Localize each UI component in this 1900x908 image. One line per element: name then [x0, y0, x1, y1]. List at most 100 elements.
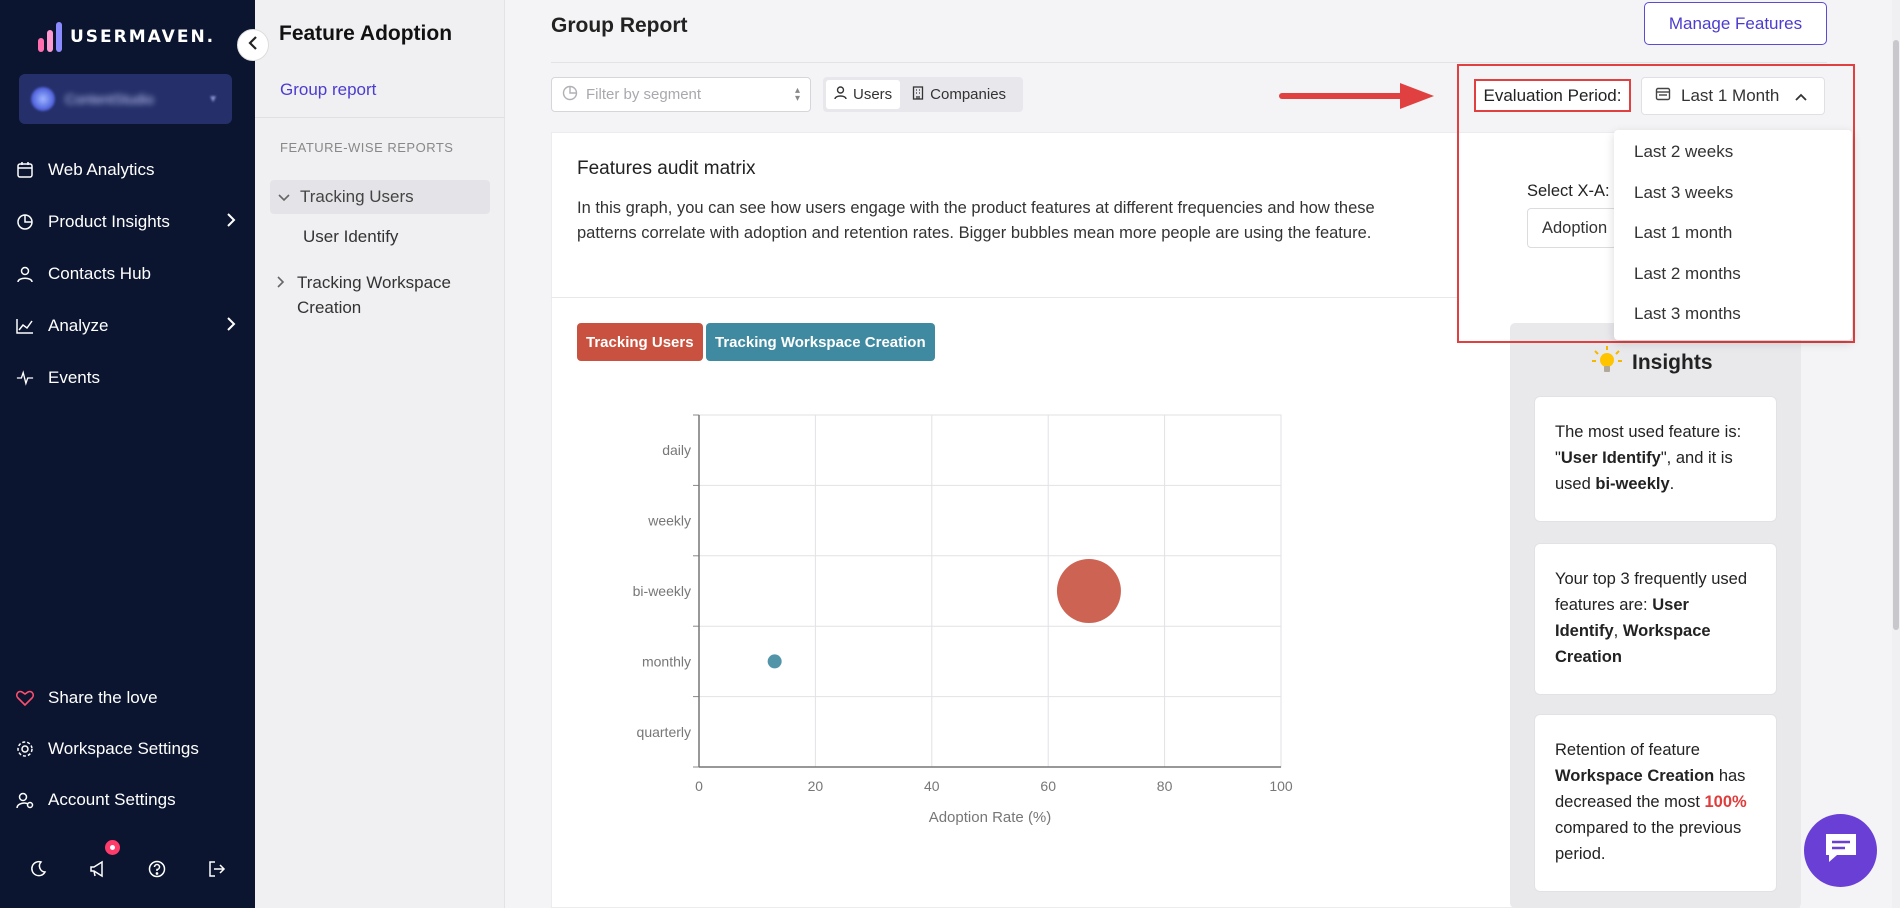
nav-product-insights[interactable]: Product Insights	[16, 212, 236, 232]
evaluation-period-label: Evaluation Period:	[1474, 79, 1631, 112]
segment-filter[interactable]: Filter by segment ▴ ▾	[551, 77, 811, 112]
pulse-icon	[16, 369, 34, 387]
x-tick-label: 20	[808, 778, 824, 794]
nav-contacts-hub[interactable]: Contacts Hub	[16, 264, 236, 284]
chevron-right-icon	[226, 316, 236, 336]
logout-icon[interactable]	[208, 860, 226, 883]
notification-badge	[105, 840, 120, 855]
period-option[interactable]: Last 1 month	[1634, 223, 1733, 243]
insights-title: Insights	[1632, 351, 1713, 374]
workspace-avatar	[31, 87, 55, 111]
nav-label: Product Insights	[48, 212, 170, 231]
x-tick-label: 0	[695, 778, 703, 794]
insight-text: ", and it is used	[1555, 449, 1733, 493]
x-axis-select-label: Select X-A:	[1527, 182, 1610, 200]
y-tick-label: daily	[662, 442, 691, 458]
calendar-icon	[1655, 86, 1671, 107]
card-description: In this graph, you can see how users eng…	[577, 199, 1375, 242]
chat-icon	[1823, 831, 1859, 870]
insight-text: ,	[1613, 622, 1623, 640]
card-title: Features audit matrix	[577, 158, 756, 179]
bubble-point	[1056, 559, 1121, 623]
legend-tag-tracking-workspace[interactable]: Tracking Workspace Creation	[706, 323, 935, 361]
manage-features-button[interactable]: Manage Features	[1644, 2, 1827, 45]
chevron-down-icon	[278, 187, 290, 207]
megaphone-icon[interactable]	[89, 860, 107, 883]
x-tick-label: 100	[1269, 778, 1293, 794]
lightbulb-icon	[1592, 346, 1622, 380]
evaluation-period-select[interactable]: Last 1 Month	[1641, 77, 1825, 115]
insight-highlight: User Identify	[1560, 449, 1661, 467]
users-companies-toggle: Users Companies	[823, 77, 1023, 112]
chat-launcher-button[interactable]	[1804, 814, 1877, 887]
nav-analyze[interactable]: Analyze	[16, 316, 236, 336]
nav-label: Events	[48, 368, 100, 387]
sidebar-item-tracking-workspace[interactable]: Tracking Workspace Creation	[277, 270, 451, 320]
period-option[interactable]: Last 2 weeks	[1634, 142, 1734, 162]
usermaven-logo[interactable]: USERMAVEN.	[38, 22, 215, 52]
period-option[interactable]: Last 3 weeks	[1634, 182, 1734, 202]
scrollbar-thumb[interactable]	[1893, 40, 1899, 630]
label-line-2: Creation	[297, 298, 362, 317]
logo-text: USERMAVEN.	[70, 27, 216, 47]
nav-label: Account Settings	[48, 790, 176, 809]
sidebar-item-label: Tracking Workspace Creation	[297, 270, 451, 320]
main-sidebar: USERMAVEN. ContentStudio ▼ Web Analytics…	[0, 0, 255, 908]
insight-highlight: bi-weekly	[1595, 475, 1670, 493]
collapse-sidebar-button[interactable]	[237, 29, 269, 61]
help-icon[interactable]	[148, 860, 166, 883]
insight-card-top-features: Your top 3 frequently used features are:…	[1534, 543, 1777, 695]
nav-share-the-love[interactable]: Share the love	[16, 688, 236, 708]
section-heading: FEATURE-WISE REPORTS	[280, 140, 454, 155]
toggle-users[interactable]: Users	[826, 80, 901, 109]
nav-label: Share the love	[48, 688, 158, 707]
period-option[interactable]: Last 3 months	[1634, 304, 1741, 324]
insights-heading: Insights	[1592, 346, 1713, 380]
insight-card-most-used: The most used feature is: "User Identify…	[1534, 396, 1777, 522]
nav-label: Workspace Settings	[48, 739, 199, 758]
x-tick-label: 40	[924, 778, 940, 794]
sidebar-item-tracking-users[interactable]: Tracking Users	[270, 180, 490, 214]
moon-icon[interactable]	[29, 860, 47, 883]
sidebar-item-label: Tracking Users	[300, 187, 414, 206]
sidebar-item-user-identify[interactable]: User Identify	[303, 227, 399, 246]
chevron-left-icon	[248, 35, 258, 55]
x-axis-label: Adoption Rate (%)	[929, 809, 1052, 826]
selected-period: Last 1 Month	[1681, 86, 1780, 105]
nav-label: Contacts Hub	[48, 264, 151, 283]
workspace-switcher[interactable]: ContentStudio ▼	[19, 74, 232, 124]
toggle-companies[interactable]: Companies	[904, 80, 1014, 109]
nav-label: Analyze	[48, 316, 109, 335]
nav-events[interactable]: Events	[16, 368, 236, 388]
chevron-down-icon: ▼	[208, 93, 218, 105]
workspace-name: ContentStudio	[65, 91, 154, 107]
y-tick-label: bi-weekly	[633, 583, 691, 599]
legend-tag-tracking-users[interactable]: Tracking Users	[577, 323, 703, 361]
insight-highlight: Workspace Creation	[1555, 622, 1711, 666]
nav-account-settings[interactable]: Account Settings	[16, 790, 236, 810]
person-icon	[834, 85, 847, 104]
label-line-1: Tracking Workspace	[297, 273, 451, 292]
x-axis-select[interactable]: Adoption	[1527, 208, 1617, 248]
feature-adoption-sidebar: Feature Adoption Group report FEATURE-WI…	[255, 0, 505, 908]
bubble-chart: 0 20 40 60 80 100 daily weekly bi-weekly monthly q…	[633, 414, 1293, 826]
plot-frame	[698, 414, 1282, 768]
select-arrows-icon: ▴ ▾	[794, 84, 800, 104]
segment-placeholder: Filter by segment	[586, 86, 702, 103]
group-report-link[interactable]: Group report	[280, 80, 377, 99]
segment-icon	[562, 85, 578, 105]
toggle-label: Companies	[930, 86, 1007, 103]
chevron-up-icon	[1795, 86, 1807, 106]
sidebar-footer	[0, 860, 255, 883]
subsidebar-title: Feature Adoption	[279, 22, 453, 45]
toggle-label: Users	[853, 86, 893, 103]
insight-text: Retention of feature	[1555, 741, 1700, 759]
insight-text: .	[1669, 475, 1675, 493]
period-option[interactable]: Last 2 months	[1634, 263, 1741, 283]
nav-workspace-settings[interactable]: Workspace Settings	[16, 739, 236, 759]
insight-percent: 100%	[1704, 793, 1747, 811]
y-tick-label: quarterly	[637, 724, 691, 740]
logo-icon	[38, 22, 62, 52]
nav-web-analytics[interactable]: Web Analytics	[16, 160, 236, 180]
gear-icon	[16, 740, 34, 758]
